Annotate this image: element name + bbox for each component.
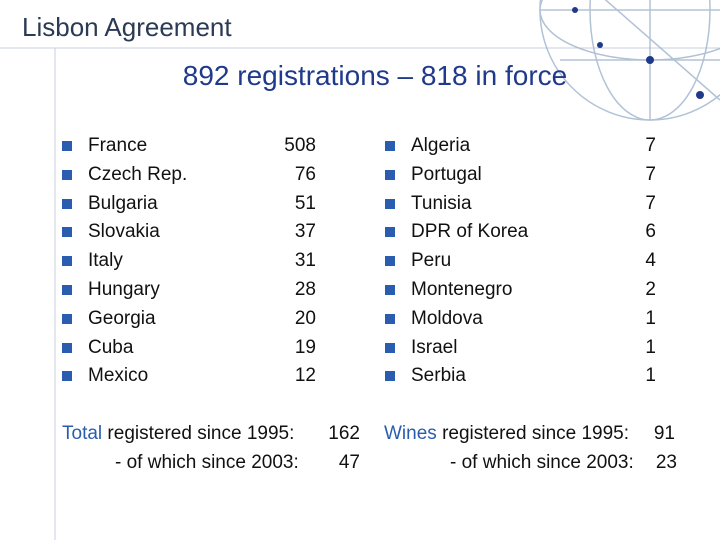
country: DPR of Korea <box>411 221 529 243</box>
bullet <box>62 313 72 324</box>
bullet <box>62 141 72 151</box>
sub-text: - of which since 2003: <box>115 452 299 473</box>
country: Hungary <box>88 279 160 300</box>
list-row: Hungary 28 <box>0 275 720 304</box>
sub-value: 23 <box>655 452 677 473</box>
bullet <box>62 285 72 295</box>
count: 31 <box>294 250 316 272</box>
country: Czech Rep. <box>88 163 188 185</box>
count: 7 <box>645 135 656 156</box>
list-row: Slovakia 37 <box>0 217 720 246</box>
bullet <box>385 141 395 151</box>
country: Bulgaria <box>88 192 158 214</box>
bullet <box>62 371 72 382</box>
list-row: Bulgaria 51 <box>0 189 720 218</box>
subtitle: 892 registrations – 818 in force <box>182 60 568 91</box>
country: Cuba <box>88 336 134 358</box>
count: 4 <box>645 250 656 272</box>
list-row: DPR of Korea 6 <box>0 217 720 246</box>
count: 1 <box>645 307 656 329</box>
country: Algeria <box>411 135 471 156</box>
bullet <box>385 227 395 238</box>
total-line: Wines registered since 1995: <box>384 423 629 445</box>
country: Georgia <box>88 307 156 329</box>
country: Moldova <box>411 307 483 329</box>
count: 508 <box>284 135 316 156</box>
title: Lisbon Agreement <box>22 12 232 42</box>
count: 20 <box>294 307 316 329</box>
list-row: Mexico 12 <box>0 361 720 390</box>
keyword: Wines <box>384 423 437 444</box>
count: 1 <box>645 336 656 358</box>
sub-text: - of which since 2003: <box>450 452 634 473</box>
list-row: Serbia 1 <box>0 361 720 390</box>
bullet <box>62 227 72 238</box>
count: 19 <box>294 336 316 358</box>
bullet <box>62 169 72 180</box>
list-row: Peru 4 <box>0 246 720 275</box>
total-value: 162 <box>328 423 360 444</box>
total-line: Total registered since 1995: <box>62 423 294 445</box>
list-row: Algeria 7 <box>0 131 720 160</box>
bullet <box>385 256 395 267</box>
count: 12 <box>294 365 316 387</box>
country: Tunisia <box>411 192 472 214</box>
country: Mexico <box>88 365 149 387</box>
list-row: Cuba 19 <box>0 333 720 362</box>
list-row: Georgia 20 <box>0 304 720 333</box>
country: Slovakia <box>88 221 160 243</box>
bullet <box>385 371 395 382</box>
count: 76 <box>294 163 316 185</box>
bullet <box>62 198 72 209</box>
count: 51 <box>294 192 316 214</box>
bullet <box>62 342 72 353</box>
sub-value: 47 <box>338 452 360 473</box>
keyword: Total <box>62 423 103 444</box>
count: 37 <box>294 221 316 243</box>
bullet <box>385 313 395 324</box>
bullet <box>385 342 395 353</box>
total-text: registered since 1995: <box>107 423 295 444</box>
list-row: Italy 31 <box>0 246 720 275</box>
bullet <box>62 256 72 267</box>
country: Israel <box>411 336 458 358</box>
list-row: Moldova 1 <box>0 304 720 333</box>
total-value: 91 <box>653 423 675 444</box>
country: Italy <box>88 250 123 272</box>
list-row: France 508 <box>0 131 720 160</box>
count: 1 <box>645 365 656 387</box>
count: 7 <box>645 163 656 185</box>
country: Peru <box>411 250 452 272</box>
bullet <box>385 285 395 295</box>
list-row: Czech Rep. 76 <box>0 160 720 189</box>
country: France <box>88 135 148 156</box>
bullet <box>385 169 395 180</box>
total-text: registered since 1995: <box>442 423 630 444</box>
country: Portugal <box>411 163 482 185</box>
list-row: Tunisia 7 <box>0 189 720 218</box>
list-row: Israel 1 <box>0 333 720 362</box>
country: Serbia <box>411 365 466 387</box>
list-row: Montenegro 2 <box>0 275 720 304</box>
count: 6 <box>645 221 656 243</box>
bullet <box>385 198 395 209</box>
count: 28 <box>294 279 316 300</box>
count: 7 <box>645 192 656 214</box>
count: 2 <box>645 279 656 300</box>
list-row: Portugal 7 <box>0 160 720 189</box>
country: Montenegro <box>411 279 513 300</box>
